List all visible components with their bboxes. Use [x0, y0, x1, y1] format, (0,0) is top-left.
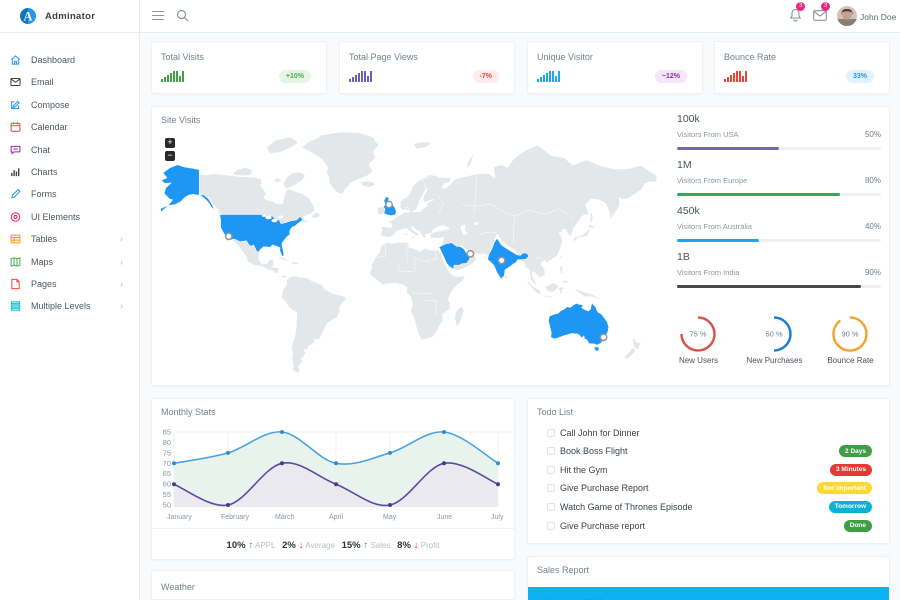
svg-text:60: 60	[163, 480, 171, 489]
svg-text:50: 50	[163, 501, 171, 510]
svg-text:85: 85	[163, 428, 171, 437]
svg-text:70: 70	[163, 459, 171, 468]
svg-text:February: February	[221, 514, 250, 521]
svg-text:80: 80	[163, 438, 171, 447]
svg-text:April: April	[329, 514, 343, 521]
svg-text:March: March	[275, 514, 295, 521]
svg-text:July: July	[491, 514, 504, 521]
svg-text:June: June	[437, 514, 452, 521]
svg-text:50 %: 50 %	[765, 330, 782, 339]
svg-text:65: 65	[163, 469, 171, 478]
svg-text:75 %: 75 %	[689, 330, 706, 339]
svg-text:May: May	[383, 514, 397, 521]
svg-text:75: 75	[163, 448, 171, 457]
svg-text:January: January	[167, 514, 192, 521]
svg-text:A: A	[24, 9, 33, 23]
svg-text:90 %: 90 %	[841, 330, 858, 339]
svg-text:55: 55	[163, 490, 171, 499]
